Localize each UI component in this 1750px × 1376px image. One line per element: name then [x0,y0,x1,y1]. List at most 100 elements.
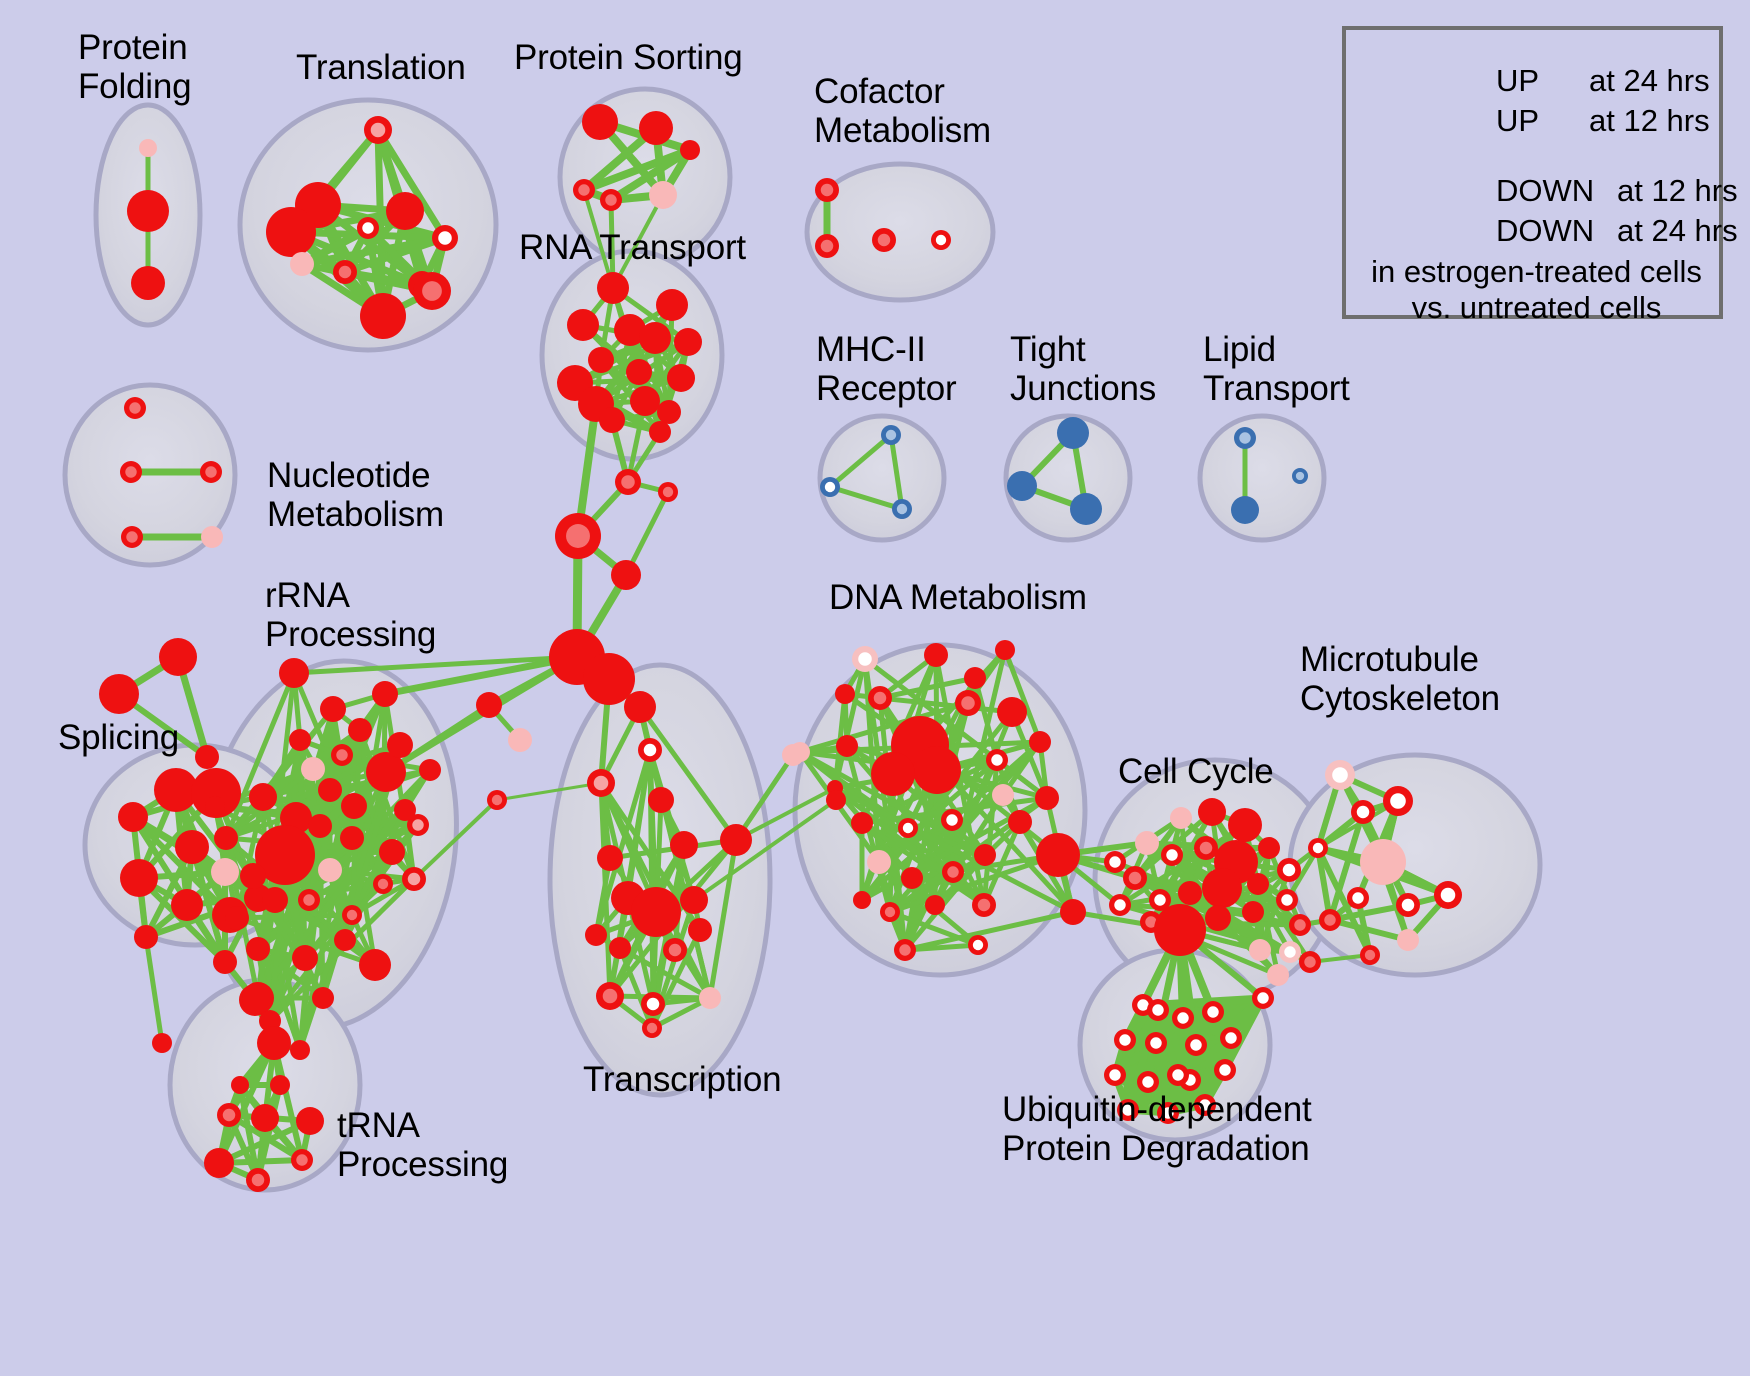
node-dna-metabolism[interactable] [853,891,871,909]
node-ubiquitin-degradation[interactable] [1252,987,1274,1009]
node-transcription[interactable] [631,887,681,937]
node-dna-metabolism[interactable] [924,643,948,667]
node-rna-transport[interactable] [658,482,678,502]
node-dna-metabolism[interactable] [1036,833,1080,877]
node-cell-cycle[interactable] [1194,836,1218,860]
node-cofactor-metabolism[interactable] [931,230,951,250]
node-trna-processing[interactable] [217,1103,241,1127]
node-ubiquitin-degradation[interactable] [1194,1094,1216,1116]
node-lipid-transport[interactable] [1292,468,1308,484]
node-rrna-processing[interactable] [205,796,225,816]
node-splicing[interactable] [211,858,239,886]
node-cofactor-metabolism[interactable] [815,178,839,202]
node-splicing[interactable] [191,768,241,818]
node-rrna-processing[interactable] [298,889,320,911]
node-microtubule-cytoskeleton[interactable] [1396,893,1420,917]
node-rna-transport[interactable] [667,364,695,392]
node-rna-transport[interactable] [615,469,641,495]
node-rna-transport[interactable] [599,407,625,433]
node-cell-cycle[interactable] [1242,901,1264,923]
node-translation[interactable] [290,252,314,276]
node-rrna-processing[interactable] [373,874,393,894]
node-cell-cycle[interactable] [1228,808,1262,842]
node-rna-transport[interactable] [626,359,652,385]
node-trna-processing[interactable] [204,1148,234,1178]
node-trna-processing[interactable] [296,1107,324,1135]
node-rrna-processing[interactable] [279,658,309,688]
node-nucleotide-metabolism[interactable] [121,526,143,548]
node-tight-junctions[interactable] [1007,471,1037,501]
node-transcription[interactable] [587,769,615,797]
node-microtubule-cytoskeleton[interactable] [1347,887,1369,909]
node-cell-cycle[interactable] [1149,889,1171,911]
node-rrna-processing[interactable] [214,826,238,850]
node-splicing[interactable] [195,745,219,769]
node-mhc-ii-receptor[interactable] [881,425,901,445]
node-rna-transport[interactable] [630,386,660,416]
node-dna-metabolism[interactable] [941,809,963,831]
node-rrna-processing[interactable] [242,982,274,1014]
node-splicing[interactable] [175,830,209,864]
node-rrna-processing[interactable] [318,778,342,802]
node-ubiquitin-degradation[interactable] [1117,1099,1139,1121]
node-translation[interactable] [333,260,357,284]
node-transcription[interactable] [641,992,665,1016]
node-cell-cycle[interactable] [1299,951,1321,973]
node-translation[interactable] [360,293,406,339]
node-protein-sorting[interactable] [680,140,700,160]
node-cell-cycle[interactable] [1170,807,1192,829]
node-rrna-processing[interactable] [387,732,413,758]
node-rna-transport[interactable] [611,560,641,590]
node-rrna-processing[interactable] [402,867,426,891]
node-cell-cycle[interactable] [1249,939,1271,961]
node-rrna-processing[interactable] [340,826,364,850]
node-microtubule-cytoskeleton[interactable] [1383,786,1413,816]
node-cell-cycle[interactable] [1198,798,1226,826]
node-dna-metabolism[interactable] [997,697,1027,727]
node-dna-metabolism[interactable] [898,818,918,838]
node-ubiquitin-degradation[interactable] [1114,1029,1136,1051]
node-nucleotide-metabolism[interactable] [124,397,146,419]
node-translation[interactable] [364,116,392,144]
node-transcription[interactable] [585,924,607,946]
node-rrna-processing[interactable] [320,696,346,722]
node-rrna-processing[interactable] [419,759,441,781]
node-cell-cycle[interactable] [1123,866,1147,890]
node-cell-cycle[interactable] [1279,941,1301,963]
node-cell-cycle[interactable] [1247,873,1269,895]
node-splicing[interactable] [152,1033,172,1053]
node-dna-metabolism[interactable] [1060,899,1086,925]
node-cofactor-metabolism[interactable] [872,228,896,252]
node-dna-metabolism[interactable] [867,850,891,874]
node-rrna-processing[interactable] [334,929,356,951]
node-dna-metabolism[interactable] [913,746,961,794]
node-rna-transport[interactable] [583,653,635,705]
node-transcription[interactable] [680,886,708,914]
node-rna-transport[interactable] [656,289,688,321]
node-dna-metabolism[interactable] [974,844,996,866]
node-microtubule-cytoskeleton[interactable] [1325,760,1355,790]
node-dna-metabolism[interactable] [986,749,1008,771]
node-microtubule-cytoskeleton[interactable] [1397,929,1419,951]
node-ubiquitin-degradation[interactable] [1220,1027,1242,1049]
node-transcription[interactable] [624,691,656,723]
node-rna-transport[interactable] [614,314,646,346]
node-cell-cycle[interactable] [1154,904,1206,956]
node-rrna-processing[interactable] [372,681,398,707]
node-nucleotide-metabolism[interactable] [201,526,223,548]
node-rna-transport[interactable] [674,328,702,356]
node-dna-metabolism[interactable] [972,893,996,917]
node-mhc-ii-receptor[interactable] [892,499,912,519]
node-ubiquitin-degradation[interactable] [1137,1071,1159,1093]
node-ubiquitin-degradation[interactable] [1157,1102,1179,1124]
node-translation[interactable] [357,217,379,239]
node-rrna-processing[interactable] [359,949,391,981]
node-protein-sorting[interactable] [639,111,673,145]
node-transcription[interactable] [720,824,752,856]
node-rrna-processing[interactable] [249,783,277,811]
node-trna-processing[interactable] [231,1076,249,1094]
node-dna-metabolism[interactable] [925,895,945,915]
node-rrna-processing[interactable] [331,744,353,766]
node-trna-processing[interactable] [257,1026,291,1060]
node-dna-metabolism[interactable] [992,784,1014,806]
